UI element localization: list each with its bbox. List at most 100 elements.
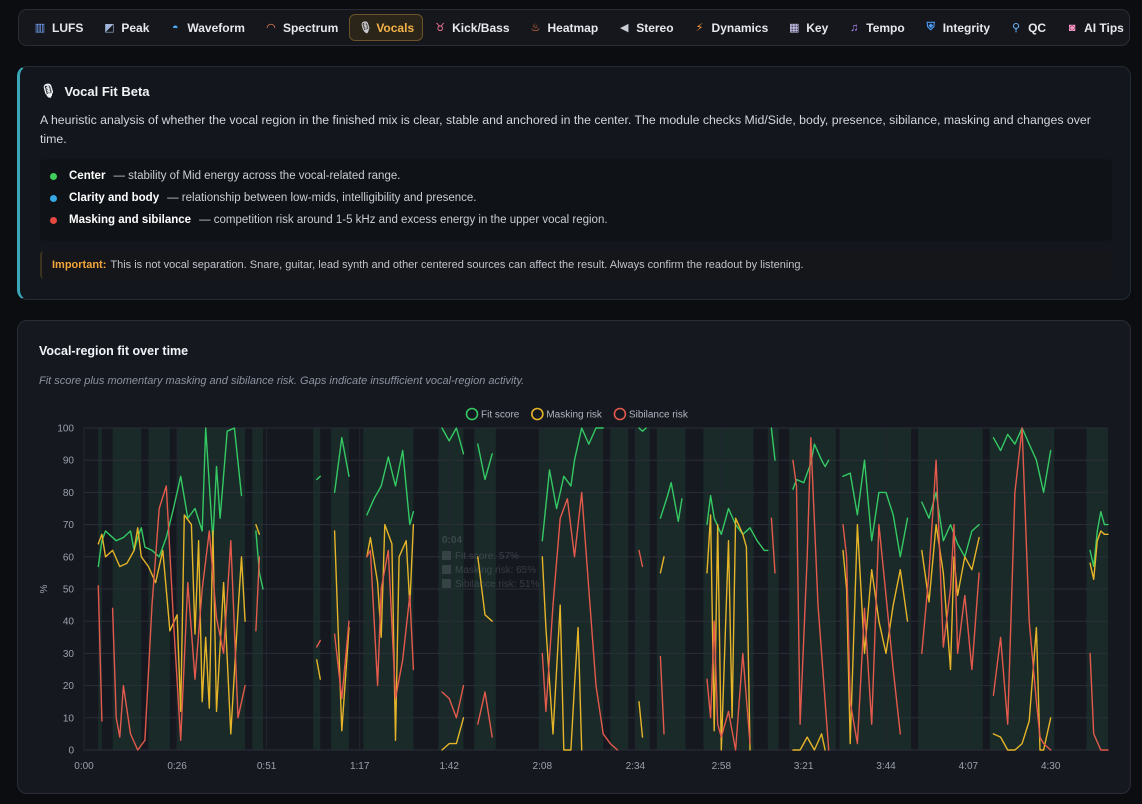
y-tick-label: 80 [63,488,75,499]
vocal-fit-line-chart[interactable]: 0 10 20 30 40 50 60 70 80 90 100 0:00 0:26 0:51 1:17 1:… [18,321,1132,795]
legend-swatch[interactable] [613,407,627,421]
rainbow-icon: ◠ [266,22,276,34]
series-line-sibilance-risk [992,427,1052,751]
tab-label: Peak [121,20,150,35]
line-chart-icon: ◩ [104,22,115,34]
tab-heatmap[interactable]: ♨ Heatmap [521,14,608,41]
tooltip-swatch [442,551,451,560]
y-axis-unit: % [39,584,50,593]
microphone-icon: 🎙 [358,22,373,34]
note-text: This is not vocal separation. Snare, gui… [110,259,804,271]
tooltip-time: 0:04 [442,535,462,546]
lightning-icon: ⚡ [695,22,704,34]
drum-icon: ♉ [435,22,446,34]
series-line-sibilance-risk [638,549,644,568]
series-line-masking-risk [1089,530,1109,580]
tab-label: AI Tips [1084,20,1124,35]
tooltip-line: Sibilance risk: 51% [455,579,540,590]
tab-label: Vocals [376,20,415,35]
tab-label: QC [1028,20,1047,35]
x-tick-label: 3:44 [876,761,896,772]
series-line-masking-risk [842,523,909,745]
series-line-masking-risk [366,523,415,741]
tab-spectrum[interactable]: ◠ Spectrum [256,14,347,41]
tab-lufs[interactable]: ▥ LUFS [25,14,92,41]
series-line-sibilance-risk [770,517,776,574]
green-dot-icon [50,172,57,180]
series-line-masking-risk [921,523,980,671]
series-line-sibilance-risk [541,491,619,751]
tab-stereo[interactable]: ◀ Stereo [609,14,682,41]
y-tick-label: 70 [63,520,75,531]
wave-icon: ◓ [172,21,179,34]
legend-name: Masking and sibilance [69,214,192,226]
tab-qc[interactable]: ⚲ QC [1001,14,1055,41]
legend-item-center: Center — stability of Mid energy across … [50,165,1102,187]
note-label: Important: [52,259,107,271]
chart-subtitle: Fit score plus momentary masking and sib… [39,375,525,387]
info-title: Vocal Fit Beta [64,83,150,99]
series-line-masking-risk [333,530,350,732]
metric-legend: Center — stability of Mid energy across … [40,159,1112,241]
legend-swatch[interactable] [465,407,479,421]
x-tick-label: 1:42 [439,761,459,772]
tab-ai-tips[interactable]: ◙ AI Tips [1057,14,1133,41]
tab-label: LUFS [52,20,84,35]
tab-vocals[interactable]: 🎙 Vocals [349,14,424,41]
y-tick-label: 40 [63,617,75,628]
legend-item-clarity: Clarity and body — relationship between … [50,187,1102,209]
tab-waveform[interactable]: ◓ Waveform [160,14,254,41]
series-line-sibilance-risk [659,655,665,735]
y-tick-label: 10 [63,713,75,724]
info-header: 🎙 Vocal Fit Beta [40,83,1110,99]
legend-label[interactable]: Fit score [481,410,520,421]
series-line-sibilance-risk [706,620,751,751]
series-line-masking-risk [792,733,826,751]
microphone-icon: 🎙 [40,83,57,98]
legend-label[interactable]: Sibilance risk [629,410,689,421]
tooltip-swatch [442,565,451,574]
x-tick-label: 2:08 [533,761,553,772]
tooltip-line: Fit score: 57% [455,551,519,562]
tab-dynamics[interactable]: ⚡ Dynamics [685,14,778,41]
y-tick-label: 0 [68,746,74,757]
series-line-fit-score [97,427,243,568]
series-line-sibilance-risk [842,523,901,745]
tab-tempo[interactable]: ♫ Tempo [839,14,913,41]
series-line-sibilance-risk [366,549,415,700]
series-line-masking-risk [441,717,465,751]
series-line-sibilance-risk [441,684,465,719]
series-line-masking-risk [316,659,321,680]
x-tick-label: 2:34 [626,761,646,772]
y-tick-label: 90 [63,456,75,467]
info-description: A heuristic analysis of whether the voca… [40,113,1091,146]
series-line-fit-score [842,459,909,558]
series-line-masking-risk [992,626,1052,751]
chart-title: Vocal-region fit over time [39,344,189,358]
legend-swatch[interactable] [531,407,544,421]
x-tick-label: 0:26 [167,761,187,772]
series-line-fit-score [477,443,493,481]
series-line-sibilance-risk [1089,652,1109,751]
y-tick-label: 20 [63,681,75,692]
piano-icon: ▦ [789,22,800,34]
robot-icon: ◙ [1068,21,1076,34]
tab-kick-bass[interactable]: ♉ Kick/Bass [425,14,518,41]
series-line-fit-score [333,437,350,494]
vocal-fit-chart-panel: Vocal-region fit over time Fit score plu… [17,320,1131,794]
series-line-fit-score [441,427,465,455]
shield-icon: ⛨ [926,21,935,33]
module-tab-bar: ▥ LUFS ◩ Peak ◓ Waveform ◠ Spectrum 🎙 Vocals ♉ Kick… [18,9,1130,46]
series-line-fit-score [770,427,776,461]
tab-integrity[interactable]: ⛨ Integrity [916,14,999,41]
series-line-masking-risk [659,556,665,574]
x-tick-label: 1:17 [350,761,370,772]
legend-item-masking: Masking and sibilance — competition risk… [50,209,1102,231]
series-line-masking-risk [477,556,493,622]
legend-label[interactable]: Masking risk [546,410,603,421]
x-tick-label: 3:21 [794,761,814,772]
series-line-fit-score [792,443,830,490]
tab-key[interactable]: ▦ Key [779,14,837,41]
series-line-sibilance-risk [111,485,246,751]
tab-peak[interactable]: ◩ Peak [94,14,158,41]
